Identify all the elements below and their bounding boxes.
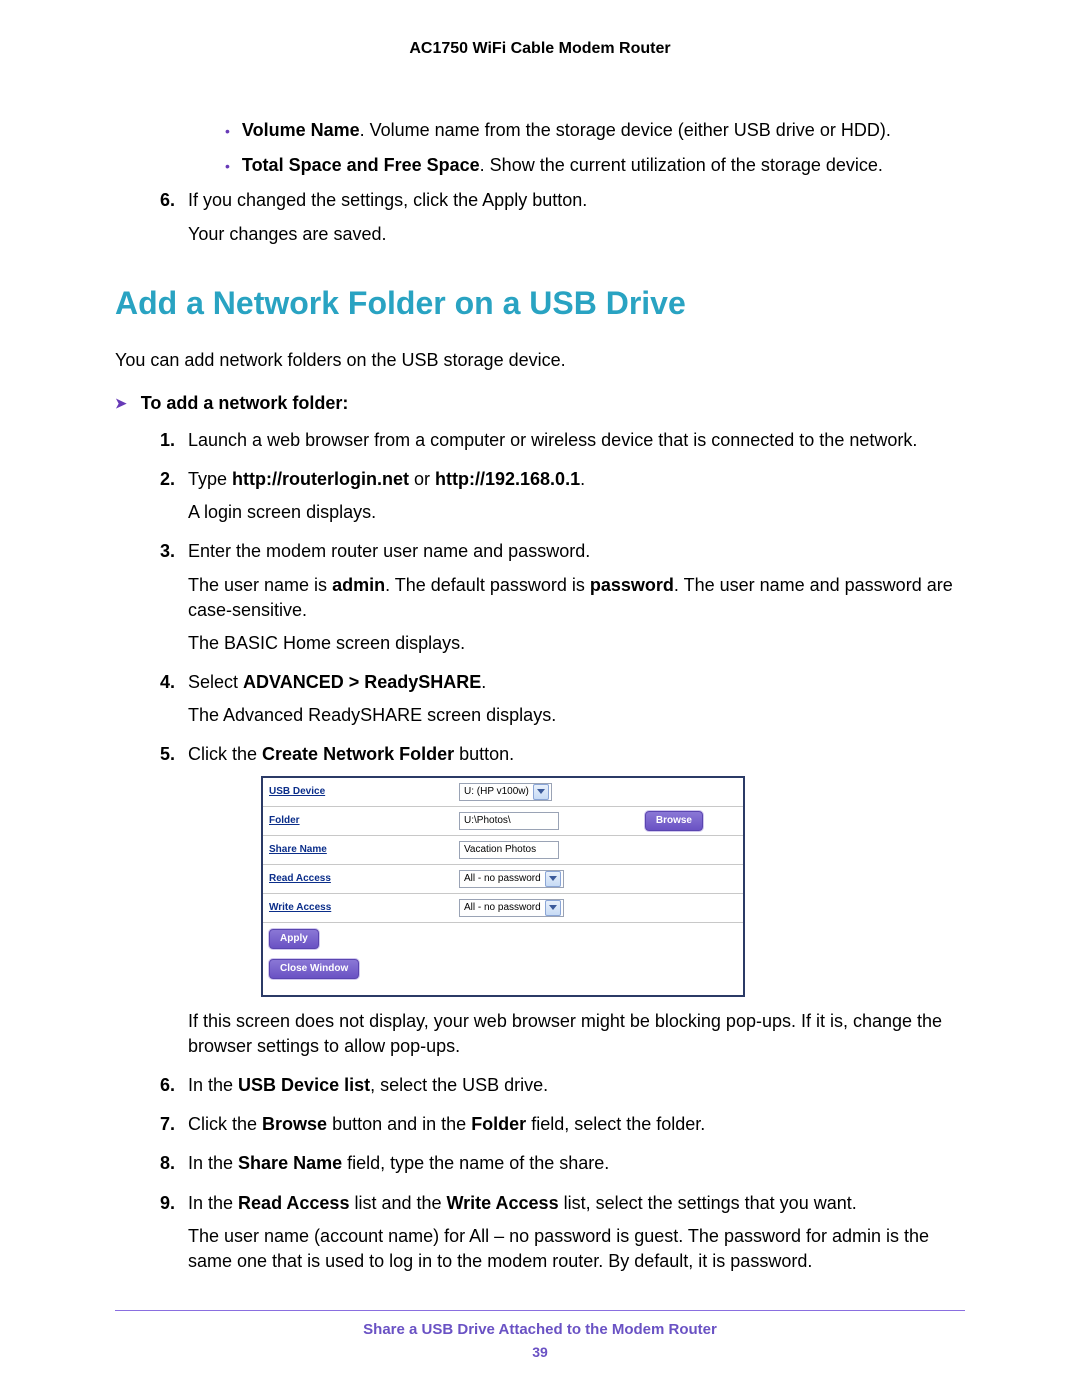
apply-button[interactable]: Apply xyxy=(269,929,319,949)
top-numbered-step: 6. If you changed the settings, click th… xyxy=(160,188,965,254)
close-window-button[interactable]: Close Window xyxy=(269,959,359,979)
footer-page-number: 39 xyxy=(115,1344,965,1360)
procedure-heading: ➤ To add a network folder: xyxy=(115,393,965,414)
step-1: 1. Launch a web browser from a computer … xyxy=(160,428,965,461)
step-text: The user name (account name) for All – n… xyxy=(188,1224,965,1274)
procedure-title: To add a network folder: xyxy=(141,393,349,414)
read-access-select[interactable]: All - no password xyxy=(459,870,564,888)
step-text: Click the Browse button and in the Folde… xyxy=(188,1112,965,1137)
bullet-text: Total Space and Free Space. Show the cur… xyxy=(242,153,883,178)
procedure-steps: 1. Launch a web browser from a computer … xyxy=(160,428,965,1282)
ss-label: USB Device xyxy=(269,785,459,799)
chevron-down-icon xyxy=(545,900,561,916)
step-9: 9. In the Read Access list and the Write… xyxy=(160,1191,965,1283)
bullet-item: • Total Space and Free Space. Show the c… xyxy=(225,153,965,178)
step-text: The user name is admin. The default pass… xyxy=(188,573,965,623)
step-5: 5. Click the Create Network Folder butto… xyxy=(160,742,965,1067)
page-header: AC1750 WiFi Cable Modem Router xyxy=(115,40,965,58)
step-4: 4. Select ADVANCED > ReadySHARE. The Adv… xyxy=(160,670,965,736)
top-bullet-list: • Volume Name. Volume name from the stor… xyxy=(225,118,965,178)
step-6: 6. In the USB Device list, select the US… xyxy=(160,1073,965,1106)
step-text: Enter the modem router user name and pas… xyxy=(188,539,965,564)
step-text: The BASIC Home screen displays. xyxy=(188,631,965,656)
bullet-icon: • xyxy=(225,157,230,177)
triangle-icon: ➤ xyxy=(115,395,127,412)
ss-label: Share Name xyxy=(269,843,459,857)
chevron-down-icon xyxy=(533,784,549,800)
ss-button-area: Apply Close Window xyxy=(263,923,743,995)
step-text: A login screen displays. xyxy=(188,500,965,525)
create-network-folder-dialog: USB Device U: (HP v100w) Folder U:\Photo… xyxy=(261,776,745,997)
step-text: Select ADVANCED > ReadySHARE. xyxy=(188,670,965,695)
ss-label: Read Access xyxy=(269,872,459,886)
folder-input[interactable]: U:\Photos\ xyxy=(459,812,559,830)
write-access-select[interactable]: All - no password xyxy=(459,899,564,917)
ss-row-folder: Folder U:\Photos\ Browse xyxy=(263,807,743,836)
step-text: Launch a web browser from a computer or … xyxy=(188,428,965,453)
step-text: In the Share Name field, type the name o… xyxy=(188,1151,965,1176)
step-text: In the Read Access list and the Write Ac… xyxy=(188,1191,965,1216)
ss-row-usb-device: USB Device U: (HP v100w) xyxy=(263,778,743,807)
bullet-icon: • xyxy=(225,122,230,142)
ss-label: Write Access xyxy=(269,901,459,915)
intro-text: You can add network folders on the USB s… xyxy=(115,350,965,371)
footer-divider xyxy=(115,1310,965,1311)
step-text: Your changes are saved. xyxy=(188,222,965,247)
step-text: If you changed the settings, click the A… xyxy=(188,188,965,213)
step-3: 3. Enter the modem router user name and … xyxy=(160,539,965,664)
chevron-down-icon xyxy=(545,871,561,887)
step-text: If this screen does not display, your we… xyxy=(188,1009,965,1059)
step-7: 7. Click the Browse button and in the Fo… xyxy=(160,1112,965,1145)
bullet-item: • Volume Name. Volume name from the stor… xyxy=(225,118,965,143)
usb-device-select[interactable]: U: (HP v100w) xyxy=(459,783,552,801)
section-heading: Add a Network Folder on a USB Drive xyxy=(115,285,965,322)
step-text: Click the Create Network Folder button. xyxy=(188,742,965,767)
ss-label: Folder xyxy=(269,814,459,828)
ss-row-write-access: Write Access All - no password xyxy=(263,894,743,923)
step-text: In the USB Device list, select the USB d… xyxy=(188,1073,965,1098)
browse-button[interactable]: Browse xyxy=(645,811,703,831)
bullet-text: Volume Name. Volume name from the storag… xyxy=(242,118,891,143)
ss-row-read-access: Read Access All - no password xyxy=(263,865,743,894)
step-2: 2. Type http://routerlogin.net or http:/… xyxy=(160,467,965,533)
step-text: Type http://routerlogin.net or http://19… xyxy=(188,467,965,492)
ss-row-share-name: Share Name Vacation Photos xyxy=(263,836,743,865)
footer-text: Share a USB Drive Attached to the Modem … xyxy=(115,1321,965,1338)
document-page: AC1750 WiFi Cable Modem Router • Volume … xyxy=(0,0,1080,1390)
step-text: The Advanced ReadySHARE screen displays. xyxy=(188,703,965,728)
step-6-top: 6. If you changed the settings, click th… xyxy=(160,188,965,254)
share-name-input[interactable]: Vacation Photos xyxy=(459,841,559,859)
step-8: 8. In the Share Name field, type the nam… xyxy=(160,1151,965,1184)
